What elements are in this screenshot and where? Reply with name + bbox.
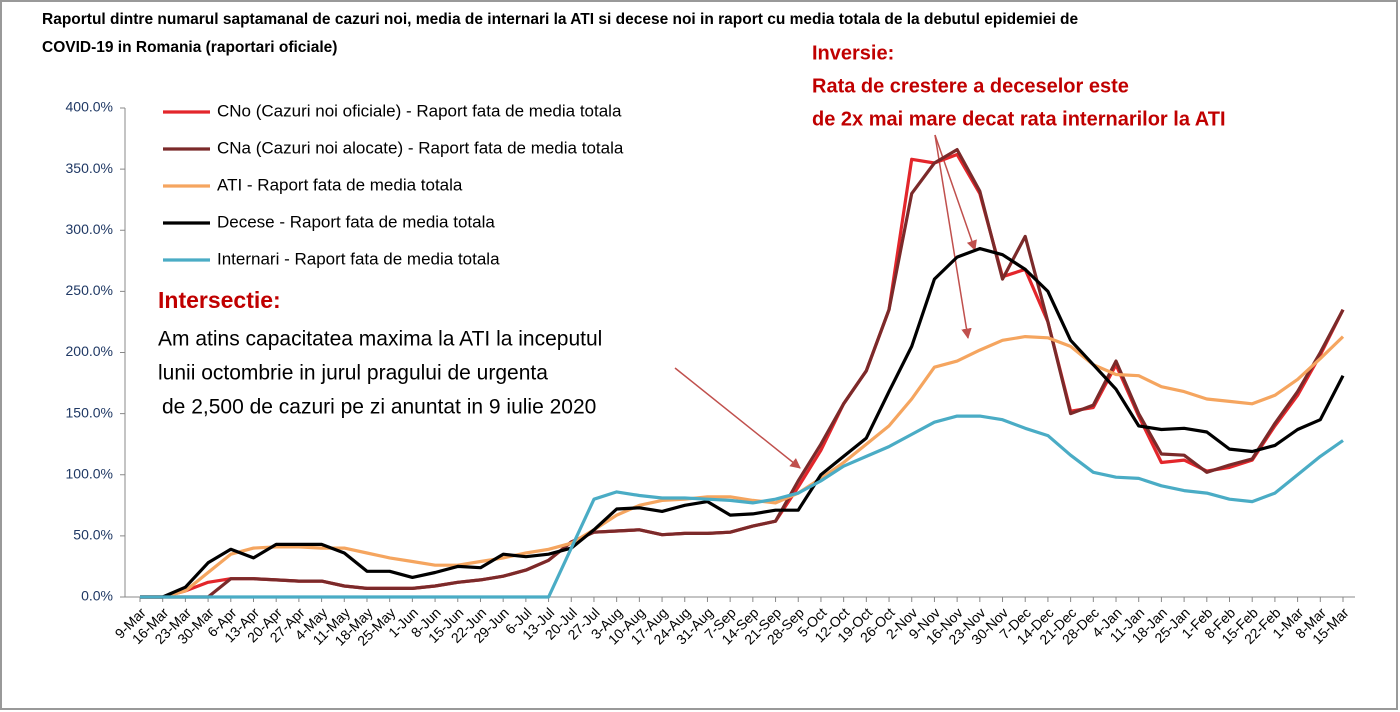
y-tick-label: 150.0% <box>66 404 113 420</box>
y-tick-label: 400.0% <box>66 99 113 115</box>
chart-title: COVID-19 in Romania (raportari oficiale) <box>42 39 337 56</box>
y-tick-label: 200.0% <box>66 343 113 359</box>
annotation: de 2x mai mare decat rata internarilor l… <box>812 108 1226 130</box>
annotation: Intersectie: <box>158 287 281 313</box>
legend-label: ATI - Raport fata de media totala <box>217 175 463 194</box>
y-tick-label: 350.0% <box>66 160 113 176</box>
legend-label: CNa (Cazuri noi alocate) - Raport fata d… <box>217 138 624 157</box>
annotation: de 2,500 de cazuri pe zi anuntat in 9 iu… <box>162 396 596 419</box>
series-line <box>140 335 1345 599</box>
y-tick-label: 0.0% <box>81 588 113 604</box>
y-tick-label: 250.0% <box>66 282 113 298</box>
annotation: Rata de crestere a deceselor este <box>812 75 1129 97</box>
chart-title: Raportul dintre numarul saptamanal de ca… <box>42 11 1079 28</box>
legend-label: CNo (Cazuri noi oficiale) - Raport fata … <box>217 101 622 120</box>
y-tick-label: 300.0% <box>66 221 113 237</box>
legend-label: Internari - Raport fata de media totala <box>217 249 500 268</box>
series-line <box>140 247 1345 599</box>
y-tick-label: 100.0% <box>66 465 113 481</box>
series-line <box>140 148 1345 599</box>
y-tick-label: 50.0% <box>73 527 113 543</box>
arrow <box>674 367 801 469</box>
series-line <box>140 414 1344 599</box>
annotation: lunii octombrie in jurul pragului de urg… <box>158 362 548 385</box>
arrow <box>934 134 972 340</box>
annotation: Am atins capacitatea maxima la ATI la in… <box>158 328 602 351</box>
legend-label: Decese - Raport fata de media totala <box>217 212 495 231</box>
annotation: Inversie: <box>812 42 894 64</box>
arrow <box>934 134 977 251</box>
